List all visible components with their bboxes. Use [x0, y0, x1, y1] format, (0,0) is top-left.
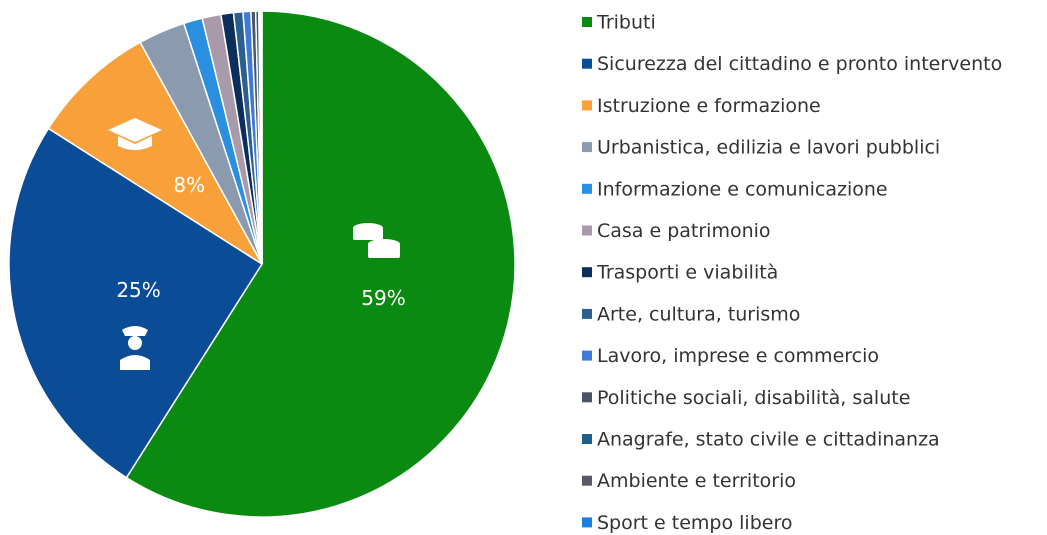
legend-swatch	[582, 183, 592, 194]
legend-swatch	[582, 475, 592, 486]
pie-slice	[8, 127, 264, 479]
icons	[108, 118, 400, 370]
slices	[8, 10, 516, 518]
legend-swatch	[582, 17, 592, 27]
legend-swatch	[582, 434, 592, 444]
legend-swatch	[582, 267, 592, 278]
legend-label: Ambiente e territorio	[597, 470, 796, 492]
legend-label: Arte, cultura, turismo	[597, 303, 800, 325]
legend-swatch	[582, 517, 592, 528]
value-label: 59%	[361, 286, 405, 310]
legend-label: Politiche sociali, disabilità, salute	[597, 387, 910, 409]
legend-label: Lavoro, imprese e commercio	[597, 345, 879, 367]
legend-label: Casa e patrimonio	[597, 220, 771, 242]
legend-swatch	[582, 225, 592, 236]
pie-slice	[47, 41, 263, 265]
legend-label: Informazione e comunicazione	[597, 178, 888, 200]
value-labels: 59% 25% 8%	[116, 173, 405, 310]
legend-swatch	[582, 58, 592, 69]
coins-icon	[353, 223, 400, 258]
legend-label: Trasporti e viabilità	[596, 262, 778, 284]
legend-label: Tributi	[596, 12, 656, 34]
legend: Tributi Sicurezza del cittadino e pronto …	[582, 12, 1002, 534]
legend-label: Istruzione e formazione	[597, 95, 821, 117]
legend-swatch	[582, 392, 592, 403]
officer-icon	[120, 326, 150, 370]
legend-swatch	[582, 308, 592, 319]
legend-label: Urbanistica, edilizia e lavori pubblici	[597, 137, 940, 159]
legend-label: Sport e tempo libero	[597, 512, 792, 534]
legend-swatch	[582, 350, 592, 361]
value-label: 25%	[116, 278, 160, 302]
legend-swatch	[582, 100, 592, 111]
pie-slice	[259, 10, 263, 265]
pie-slice	[125, 10, 516, 518]
graduation-icon	[108, 118, 162, 150]
legend-label: Sicurezza del cittadino e pronto interve…	[597, 53, 1002, 75]
legend-swatch	[582, 142, 592, 153]
value-label: 8%	[173, 173, 205, 197]
legend-label: Anagrafe, stato civile e cittadinanza	[597, 429, 940, 451]
